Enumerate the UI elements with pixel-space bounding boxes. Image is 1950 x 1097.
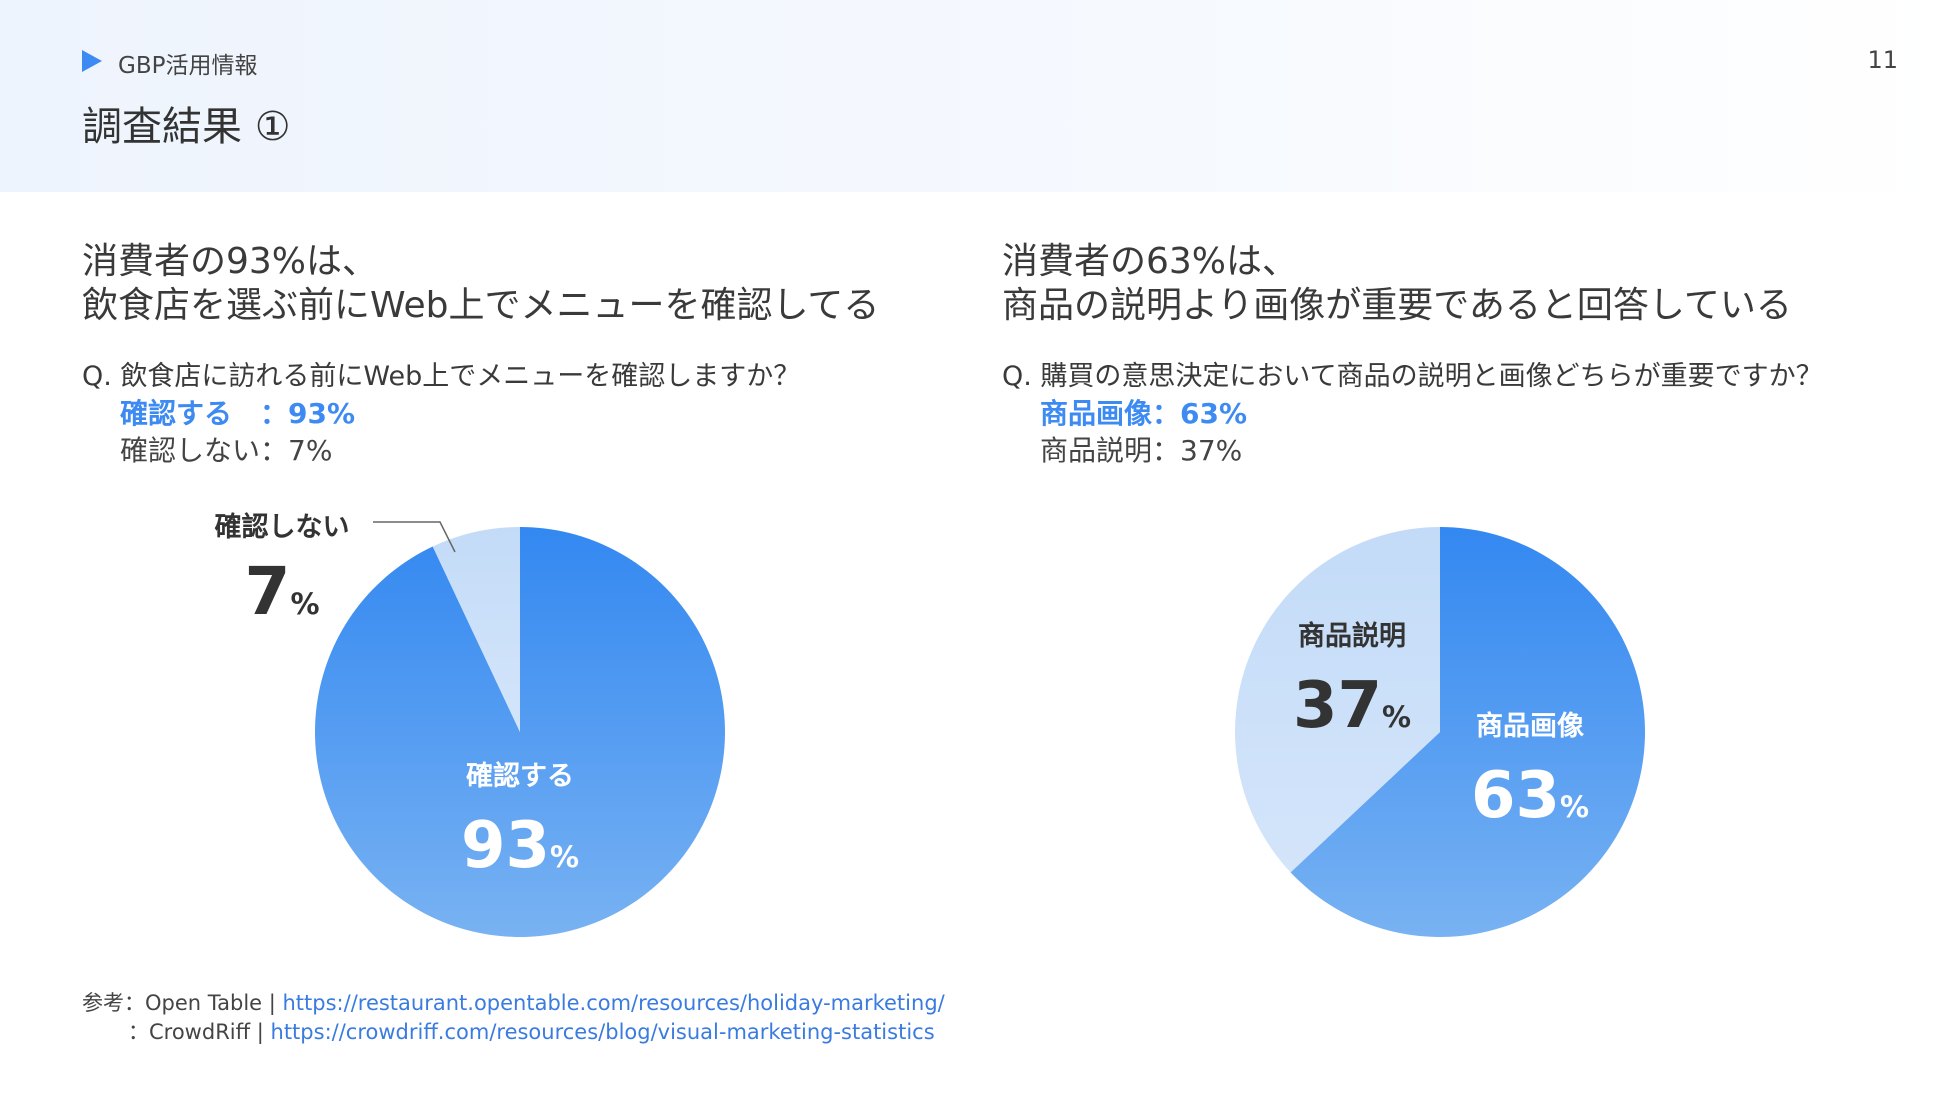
right-headline-line2: 商品の説明より画像が重要であると回答している xyxy=(1002,285,1792,326)
right-headline-line1: 消費者の63%は、 xyxy=(1002,241,1299,282)
right-question: Q. 購買の意思決定において商品の説明と画像どちらが重要ですか？ xyxy=(1002,361,1823,392)
slide-header xyxy=(0,0,1950,192)
left-answer-secondary: 確認しない：7% xyxy=(120,434,333,467)
section-label: GBP活用情報 xyxy=(118,53,258,79)
page-number: 11 xyxy=(1867,46,1898,74)
chart1-slice-0-label: 確認する xyxy=(466,760,574,792)
reference-2-prefix: ：CrowdRiff | xyxy=(128,1020,271,1044)
reference-line-2: ：CrowdRiff | https://crowdriff.com/resou… xyxy=(128,1018,935,1047)
chart2-slice-0-value: 63% xyxy=(1471,759,1589,833)
reference-1-prefix: 参考：Open Table | xyxy=(82,991,283,1015)
right-answer-secondary: 商品説明：37% xyxy=(1040,434,1243,467)
left-question: Q. 飲食店に訪れる前にWeb上でメニューを確認しますか？ xyxy=(82,361,801,392)
chart2-slice-1-value: 37% xyxy=(1293,669,1411,743)
chart2-slice-0-label: 商品画像 xyxy=(1476,711,1584,742)
chart2-slice-1 xyxy=(1235,527,1440,873)
chart2-slice-1-label: 商品説明 xyxy=(1298,620,1406,652)
left-answer-highlight: 確認する ：93% xyxy=(120,397,356,430)
reference-2-link[interactable]: https://crowdriff.com/resources/blog/vis… xyxy=(270,1020,935,1044)
chart1-slice-1-value: 7% xyxy=(245,553,320,630)
chart1-slice-0-value: 93% xyxy=(461,809,579,883)
reference-line-1: 参考：Open Table | https://restaurant.opent… xyxy=(82,989,945,1018)
reference-1-link[interactable]: https://restaurant.opentable.com/resourc… xyxy=(282,991,945,1015)
chart1-leader-line xyxy=(373,521,456,553)
play-triangle-icon xyxy=(82,50,102,72)
left-headline-line2: 飲食店を選ぶ前にWeb上でメニューを確認してる xyxy=(82,285,880,326)
left-headline: 消費者の93%は、 飲食店を選ぶ前にWeb上でメニューを確認してる xyxy=(82,240,879,328)
right-headline: 消費者の63%は、 商品の説明より画像が重要であると回答している xyxy=(1002,240,1792,328)
left-headline-line1: 消費者の93%は、 xyxy=(82,241,379,282)
chart1-slice-1 xyxy=(432,527,520,732)
chart2-slice-0 xyxy=(1290,527,1645,937)
chart1-slice-1-label: 確認しない xyxy=(215,511,350,543)
page-title: 調査結果 ① xyxy=(82,104,291,150)
right-answer-highlight: 商品画像：63% xyxy=(1040,397,1248,430)
